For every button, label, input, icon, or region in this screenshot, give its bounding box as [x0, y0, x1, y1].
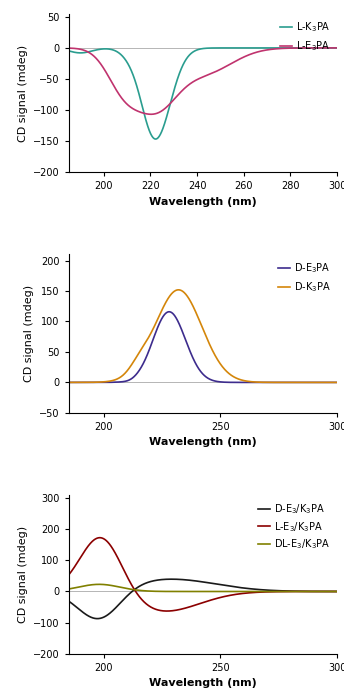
X-axis label: Wavelength (nm): Wavelength (nm): [149, 197, 257, 206]
X-axis label: Wavelength (nm): Wavelength (nm): [149, 678, 257, 688]
X-axis label: Wavelength (nm): Wavelength (nm): [149, 438, 257, 447]
Y-axis label: CD signal (mdeg): CD signal (mdeg): [24, 285, 34, 383]
Y-axis label: CD signal (mdeg): CD signal (mdeg): [18, 526, 28, 623]
Y-axis label: CD signal (mdeg): CD signal (mdeg): [18, 45, 28, 142]
Legend: L-K$_3$PA, L-E$_3$PA: L-K$_3$PA, L-E$_3$PA: [278, 19, 332, 55]
Legend: D-E$_3$PA, D-K$_3$PA: D-E$_3$PA, D-K$_3$PA: [276, 259, 332, 296]
Legend: D-E$_3$/K$_3$PA, L-E$_3$/K$_3$PA, DL-E$_3$/K$_3$PA: D-E$_3$/K$_3$PA, L-E$_3$/K$_3$PA, DL-E$_…: [257, 500, 332, 553]
